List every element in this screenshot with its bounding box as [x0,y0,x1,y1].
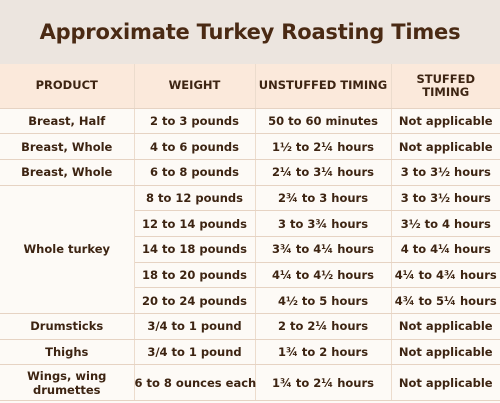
stuffed-cell: Not applicable [391,313,500,340]
unstuffed-cell: 2¾ to 3 hours [255,185,392,212]
table-row: 14 to 18 pounds 3¾ to 4¼ hours 4 to 4¼ h… [0,236,500,263]
stuffed-cell: Not applicable [391,108,500,135]
weight-cell: 20 to 24 pounds [134,287,256,314]
product-cell: Breast, Whole [0,159,135,186]
table-row: Whole turkey 8 to 12 pounds 2¾ to 3 hour… [0,185,500,315]
stuffed-cell: 4¼ to 4¾ hours [391,262,500,289]
page-title: Approximate Turkey Roasting Times [39,20,461,44]
unstuffed-cell: 3 to 3¾ hours [255,210,392,237]
product-cell: Breast, Half [0,108,135,135]
weight-cell: 4 to 6 pounds [134,133,256,160]
unstuffed-cell: 1½ to 2¼ hours [255,133,392,160]
product-cell: Thighs [0,339,135,366]
unstuffed-cell: 1¾ to 2 hours [255,339,392,366]
table-row: Wings, wing drumettes 6 to 8 ounces each… [0,364,500,402]
product-cell: Drumsticks [0,313,135,340]
unstuffed-cell: 3¾ to 4¼ hours [255,236,392,263]
table-row: Breast, Whole 6 to 8 pounds 2¼ to 3¼ hou… [0,159,500,186]
stuffed-cell: 3 to 3½ hours [391,159,500,186]
unstuffed-cell: 4¼ to 4½ hours [255,262,392,289]
weight-cell: 3/4 to 1 pound [134,339,256,366]
weight-cell: 6 to 8 pounds [134,159,256,186]
title-bar: Approximate Turkey Roasting Times [0,0,500,64]
table-row: Drumsticks 3/4 to 1 pound 2 to 2¼ hours … [0,313,500,340]
unstuffed-cell: 50 to 60 minutes [255,108,392,135]
header-product: PRODUCT [0,64,135,109]
weight-cell: 12 to 14 pounds [134,210,256,237]
unstuffed-cell: 2¼ to 3¼ hours [255,159,392,186]
stuffed-cell: 4 to 4¼ hours [391,236,500,263]
table-row: 12 to 14 pounds 3 to 3¾ hours 3½ to 4 ho… [0,210,500,237]
unstuffed-cell: 4½ to 5 hours [255,287,392,314]
unstuffed-cell: 2 to 2¼ hours [255,313,392,340]
table-row: Breast, Whole 4 to 6 pounds 1½ to 2¼ hou… [0,133,500,160]
stuffed-cell: Not applicable [391,133,500,160]
stuffed-cell: 4¾ to 5¼ hours [391,287,500,314]
weight-cell: 2 to 3 pounds [134,108,256,135]
stuffed-cell: Not applicable [391,364,500,402]
stuffed-cell: 3½ to 4 hours [391,210,500,237]
header-stuffed-timing: STUFFED TIMING [391,64,500,109]
table-row: 18 to 20 pounds 4¼ to 4½ hours 4¼ to 4¾ … [0,262,500,289]
unstuffed-cell: 1¾ to 2¼ hours [255,364,392,402]
product-cell: Whole turkey [0,185,135,315]
table-row: Thighs 3/4 to 1 pound 1¾ to 2 hours Not … [0,339,500,366]
header-unstuffed-timing: UNSTUFFED TIMING [255,64,392,109]
roasting-times-table: PRODUCT WEIGHT UNSTUFFED TIMING STUFFED … [0,64,500,402]
stuffed-cell: Not applicable [391,339,500,366]
table-row: Breast, Half 2 to 3 pounds 50 to 60 minu… [0,108,500,135]
weight-cell: 3/4 to 1 pound [134,313,256,340]
weight-cell: 18 to 20 pounds [134,262,256,289]
weight-cell: 6 to 8 ounces each [134,364,256,402]
product-cell: Wings, wing drumettes [0,364,135,402]
weight-cell: 8 to 12 pounds [134,185,256,212]
product-cell: Breast, Whole [0,133,135,160]
table-header-row: PRODUCT WEIGHT UNSTUFFED TIMING STUFFED … [0,64,500,109]
header-weight: WEIGHT [134,64,256,109]
weight-cell: 14 to 18 pounds [134,236,256,263]
stuffed-cell: 3 to 3½ hours [391,185,500,212]
table-row: 20 to 24 pounds 4½ to 5 hours 4¾ to 5¼ h… [0,287,500,314]
